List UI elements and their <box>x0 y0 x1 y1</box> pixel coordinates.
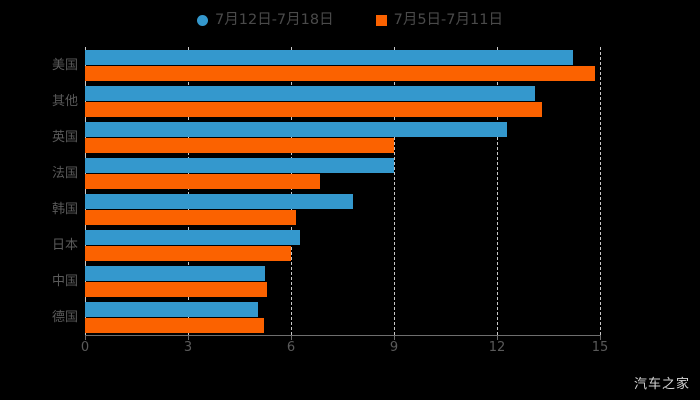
y-axis-label-5: 日本 <box>51 238 78 253</box>
bar-series-1-英国[interactable] <box>85 122 508 137</box>
y-axis-label-0: 美国 <box>51 58 78 73</box>
x-axis-tick-label-6: 6 <box>286 340 296 355</box>
x-axis-tick-label-12: 12 <box>488 340 506 355</box>
legend-marker-square-icon <box>375 14 387 26</box>
bar-series-2-中国[interactable] <box>85 282 267 297</box>
bar-series-1-其他[interactable] <box>85 86 535 101</box>
legend-label-series-1: 7月12日-7月18日 <box>215 11 334 28</box>
legend-entry-series-1[interactable]: 7月12日-7月18日 <box>197 13 334 28</box>
bar-group-其他 <box>85 86 600 117</box>
x-axis-tick-mark-3 <box>188 335 189 340</box>
y-axis-label-4: 韩国 <box>51 202 78 217</box>
bar-series-1-法国[interactable] <box>85 158 394 173</box>
bar-series-2-法国[interactable] <box>85 174 321 189</box>
gridline-12 <box>497 47 498 335</box>
y-axis-label-2: 英国 <box>51 130 78 145</box>
gridline-6 <box>291 47 292 335</box>
gridline-0 <box>85 47 86 335</box>
chart-legend: 7月12日-7月18日 7月5日-7月11日 <box>0 8 700 32</box>
watermark: 汽车之家 <box>633 377 690 392</box>
bar-series-1-日本[interactable] <box>85 230 300 245</box>
legend-label-series-2: 7月5日-7月11日 <box>393 11 503 28</box>
bar-group-中国 <box>85 266 600 297</box>
x-axis-tick-mark-15 <box>600 335 601 340</box>
y-axis-label-6: 中国 <box>51 274 78 289</box>
gridline-15 <box>600 47 601 335</box>
x-axis-labels: 0 3 6 9 12 15 <box>0 341 700 361</box>
y-axis-label-3: 法国 <box>51 166 78 181</box>
y-axis-label-7: 德国 <box>51 310 78 325</box>
bar-group-英国 <box>85 122 600 153</box>
bar-series-2-德国[interactable] <box>85 318 264 333</box>
x-axis-tick-mark-6 <box>291 335 292 340</box>
y-axis-labels: 美国 其他 英国 法国 韩国 日本 中国 德国 <box>0 47 78 335</box>
bar-series-2-日本[interactable] <box>85 246 291 261</box>
bar-series-2-英国[interactable] <box>85 138 394 153</box>
x-axis-line <box>85 335 601 336</box>
bar-group-德国 <box>85 302 600 333</box>
bar-group-日本 <box>85 230 600 261</box>
bar-series-2-韩国[interactable] <box>85 210 297 225</box>
y-axis-label-1: 其他 <box>51 94 78 109</box>
bar-series-2-美国[interactable] <box>85 66 595 81</box>
bar-series-1-美国[interactable] <box>85 50 573 65</box>
bar-group-法国 <box>85 158 600 189</box>
x-axis-tick-label-3: 3 <box>183 340 193 355</box>
x-axis-tick-mark-9 <box>394 335 395 340</box>
bar-group-韩国 <box>85 194 600 225</box>
x-axis-tick-mark-12 <box>497 335 498 340</box>
legend-entry-series-2[interactable]: 7月5日-7月11日 <box>375 11 503 28</box>
plot-area <box>85 47 601 335</box>
bar-group-美国 <box>85 50 600 81</box>
x-axis-tick-label-15: 15 <box>591 340 609 355</box>
gridline-9 <box>394 47 395 335</box>
x-axis-tick-mark-0 <box>85 335 86 340</box>
bar-series-1-中国[interactable] <box>85 266 266 281</box>
bar-series-2-其他[interactable] <box>85 102 542 117</box>
gridline-3 <box>188 47 189 335</box>
bar-series-1-德国[interactable] <box>85 302 259 317</box>
legend-marker-circle-icon <box>197 14 209 26</box>
x-axis-tick-label-0: 0 <box>80 340 90 355</box>
bar-series-1-韩国[interactable] <box>85 194 353 209</box>
x-axis-tick-label-9: 9 <box>389 340 399 355</box>
